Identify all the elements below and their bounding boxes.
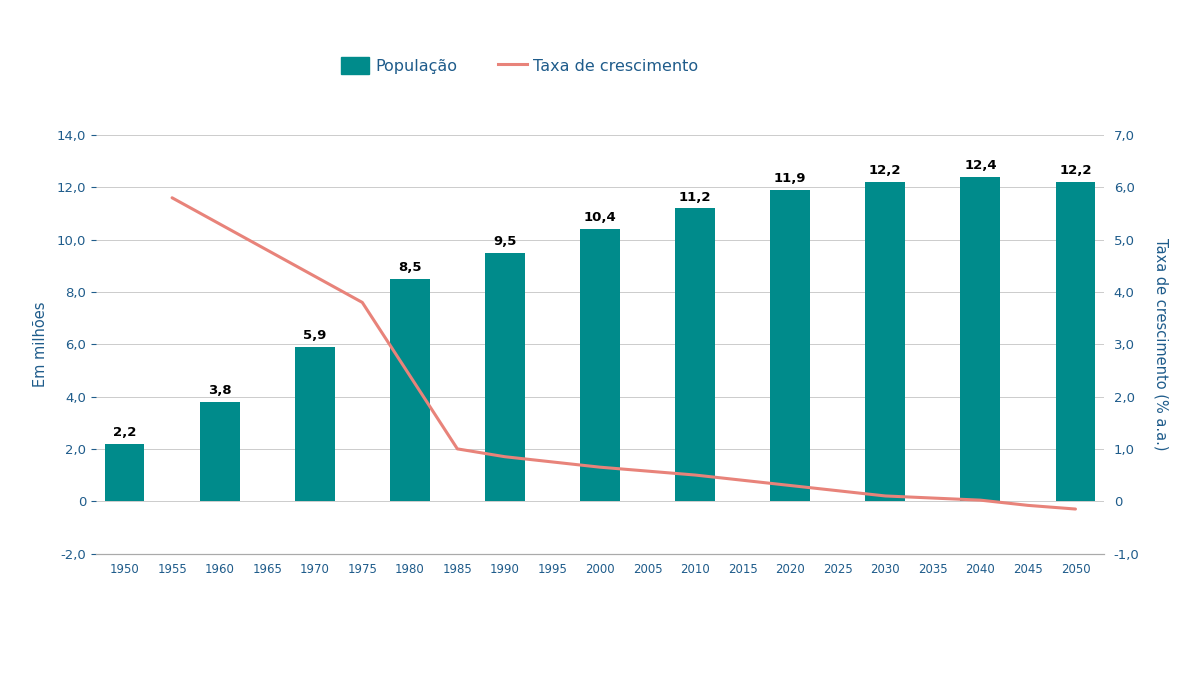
Bar [485,252,524,501]
Text: 11,2: 11,2 [679,190,712,204]
Text: 5,9: 5,9 [304,329,326,342]
Text: 9,5: 9,5 [493,235,516,248]
Text: 12,2: 12,2 [869,165,901,178]
Bar [104,443,144,501]
Y-axis label: Taxa de crescimento (% a.a.): Taxa de crescimento (% a.a.) [1153,238,1169,450]
Bar [865,182,905,501]
Bar [580,230,620,501]
Bar [390,279,430,501]
Bar [676,208,715,501]
Text: 2,2: 2,2 [113,426,137,439]
Y-axis label: Em milhões: Em milhões [34,302,48,387]
Text: 3,8: 3,8 [208,384,232,397]
Bar [770,190,810,501]
Text: 12,4: 12,4 [964,159,997,172]
Text: 11,9: 11,9 [774,172,806,185]
Text: 8,5: 8,5 [398,261,421,274]
Bar [199,402,240,501]
Bar [295,347,335,501]
Bar [1056,182,1096,501]
Text: 10,4: 10,4 [583,211,617,225]
Bar [960,177,1001,501]
Text: 12,2: 12,2 [1060,165,1092,178]
Legend: População, Taxa de crescimento: População, Taxa de crescimento [335,51,704,80]
